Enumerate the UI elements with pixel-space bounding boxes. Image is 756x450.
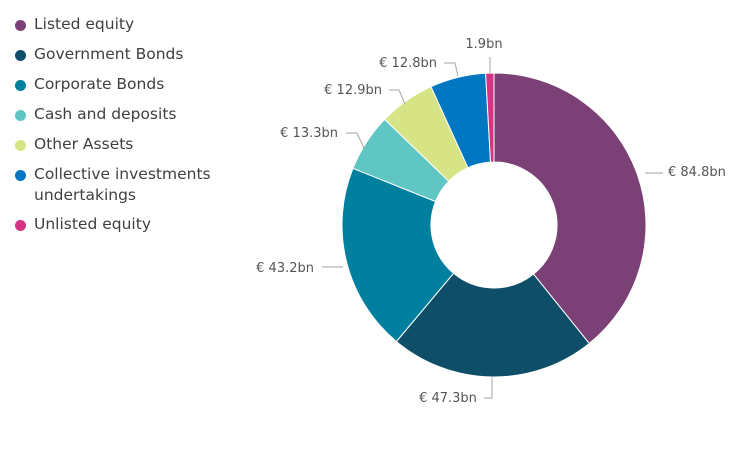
legend-label-corporate-bonds: Corporate Bonds xyxy=(34,75,165,93)
legend-label-collective-investments-line2: undertakings xyxy=(34,186,136,204)
legend-marker-unlisted-equity xyxy=(15,220,26,231)
leader-line-government-bonds xyxy=(484,377,493,399)
legend-item-government-bonds: Government Bonds xyxy=(14,44,244,65)
chart-legend: Listed equity Government Bonds Corporate… xyxy=(14,14,244,244)
legend-marker-government-bonds xyxy=(15,50,26,61)
legend-marker-collective-investments xyxy=(15,170,26,181)
legend-item-listed-equity: Listed equity xyxy=(14,14,244,35)
legend-item-unlisted-equity: Unlisted equity xyxy=(14,214,244,235)
legend-label-collective-investments-line1: Collective investments xyxy=(34,165,211,183)
data-label-government-bonds: € 47.3bn xyxy=(419,391,477,406)
data-label-listed-equity: € 84.8bn xyxy=(668,165,726,180)
leader-lines xyxy=(322,57,663,399)
data-label-corporate-bonds: € 43.2bn xyxy=(256,261,314,276)
legend-marker-other-assets xyxy=(15,140,26,151)
legend-label-unlisted-equity: Unlisted equity xyxy=(34,215,151,233)
legend-label-other-assets: Other Assets xyxy=(34,135,134,153)
data-label-other-assets: € 12.9bn xyxy=(324,83,382,98)
data-labels: € 84.8bn € 47.3bn € 43.2bn € 13.3bn € 12.9bn… xyxy=(256,37,726,406)
slice-unlisted-equity xyxy=(485,72,495,163)
legend-item-other-assets: Other Assets xyxy=(14,134,244,155)
donut-slices xyxy=(341,72,647,378)
slice-corporate-bonds xyxy=(341,167,455,343)
legend-item-corporate-bonds: Corporate Bonds xyxy=(14,74,244,95)
legend-label-government-bonds: Government Bonds xyxy=(34,45,184,63)
leader-line-cash-and-deposits xyxy=(346,132,365,149)
leader-line-collective-investments-undertakings xyxy=(444,62,459,77)
legend-item-cash-and-deposits: Cash and deposits xyxy=(14,104,244,125)
data-label-unlisted-equity: 1.9bn xyxy=(465,37,502,52)
legend-marker-listed-equity xyxy=(15,20,26,31)
legend-item-collective-investments: Collective investments undertakings xyxy=(14,164,244,206)
legend-label-cash-and-deposits: Cash and deposits xyxy=(34,105,177,123)
data-label-cash-and-deposits: € 13.3bn xyxy=(280,126,338,141)
slice-listed-equity xyxy=(493,72,647,345)
legend-label-listed-equity: Listed equity xyxy=(34,15,135,33)
leader-line-other-assets xyxy=(389,89,406,105)
data-label-collective-investments-undertakings: € 12.8bn xyxy=(379,56,437,71)
legend-marker-corporate-bonds xyxy=(15,80,26,91)
slice-government-bonds xyxy=(395,272,590,378)
legend-marker-cash-and-deposits xyxy=(15,110,26,121)
